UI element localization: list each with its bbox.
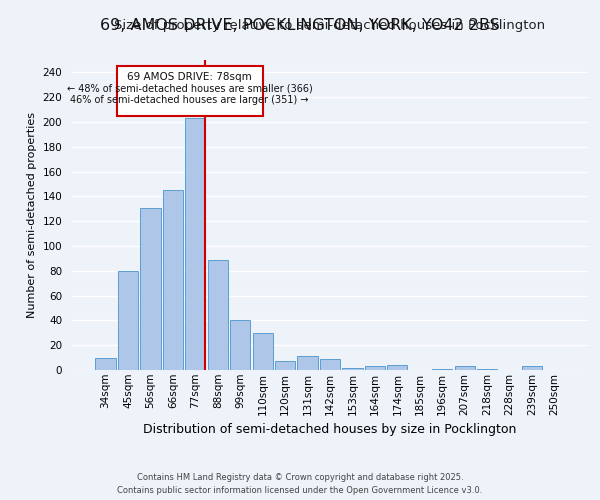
Bar xyxy=(163,190,183,370)
FancyBboxPatch shape xyxy=(117,66,263,116)
Bar xyxy=(95,358,116,370)
Bar xyxy=(365,366,385,370)
Text: 69, AMOS DRIVE, POCKLINGTON, YORK, YO42 2BS: 69, AMOS DRIVE, POCKLINGTON, YORK, YO42 … xyxy=(100,18,500,32)
Bar xyxy=(522,366,542,370)
Text: 69 AMOS DRIVE: 78sqm: 69 AMOS DRIVE: 78sqm xyxy=(127,72,252,83)
Bar xyxy=(432,369,452,370)
Y-axis label: Number of semi-detached properties: Number of semi-detached properties xyxy=(27,112,37,318)
Bar xyxy=(208,260,228,370)
Bar xyxy=(118,271,138,370)
Text: Contains HM Land Registry data © Crown copyright and database right 2025.
Contai: Contains HM Land Registry data © Crown c… xyxy=(118,474,482,495)
Bar xyxy=(387,365,407,370)
Bar xyxy=(275,362,295,370)
Text: 46% of semi-detached houses are larger (351) →: 46% of semi-detached houses are larger (… xyxy=(70,94,309,104)
Bar xyxy=(320,359,340,370)
Bar xyxy=(455,366,475,370)
Bar xyxy=(343,368,362,370)
Bar xyxy=(298,356,317,370)
Title: Size of property relative to semi-detached houses in Pocklington: Size of property relative to semi-detach… xyxy=(115,20,545,32)
X-axis label: Distribution of semi-detached houses by size in Pocklington: Distribution of semi-detached houses by … xyxy=(143,423,517,436)
Bar xyxy=(253,333,273,370)
Bar xyxy=(230,320,250,370)
Bar xyxy=(140,208,161,370)
Bar xyxy=(185,118,205,370)
Text: ← 48% of semi-detached houses are smaller (366): ← 48% of semi-detached houses are smalle… xyxy=(67,84,313,94)
Bar xyxy=(477,369,497,370)
